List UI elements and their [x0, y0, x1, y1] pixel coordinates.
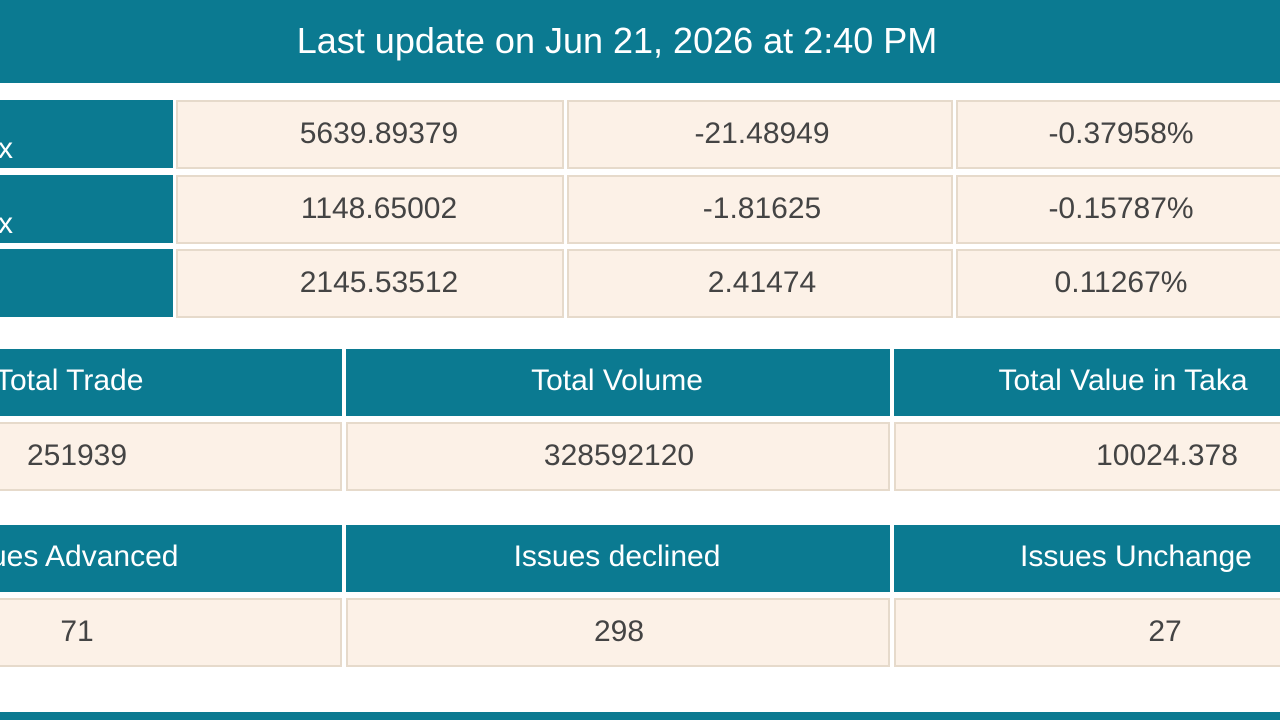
table-value-cell: 27 — [894, 598, 1280, 667]
index-cell: 1148.65002 — [176, 175, 564, 244]
table-value-cell: 298 — [346, 598, 890, 667]
header-title: Last update on Jun 21, 2026 at 2:40 PM — [296, 20, 938, 61]
index-cell: 2145.53512 — [176, 249, 564, 318]
table-header: Total Value in Taka — [998, 364, 1248, 397]
table-value: 71 — [60, 615, 94, 648]
index-value: 5639.89379 — [299, 117, 459, 150]
index-change: -1.81625 — [702, 192, 822, 225]
table-header: Issues Unchange — [1020, 540, 1252, 573]
table-value: 27 — [1148, 615, 1182, 648]
index-label-cell: x — [0, 100, 173, 168]
table-header-cell: ues Advanced — [0, 525, 342, 592]
table-value: 251939 — [26, 439, 128, 472]
table-header: Issues declined — [513, 540, 721, 573]
table-header: ues Advanced — [0, 540, 179, 573]
table-value-cell: 10024.378 — [894, 422, 1280, 491]
index-cell: -0.37958% — [956, 100, 1280, 169]
index-cell: 0.11267% — [956, 249, 1280, 318]
index-cell: -21.48949 — [567, 100, 953, 169]
table-value: 10024.378 — [1096, 439, 1238, 472]
index-cell: -1.81625 — [567, 175, 953, 244]
table-header-cell: Issues declined — [346, 525, 890, 592]
index-label-cell — [0, 249, 173, 317]
index-label: x — [0, 207, 13, 240]
index-value: 2145.53512 — [299, 266, 459, 299]
index-change: -21.48949 — [694, 117, 830, 150]
table-header: Total Trade — [0, 364, 144, 397]
index-label: x — [0, 132, 13, 165]
table-value: 298 — [593, 615, 645, 648]
table-header: Total Volume — [531, 364, 703, 397]
table-value: 328592120 — [543, 439, 695, 472]
index-cell: 5639.89379 — [176, 100, 564, 169]
index-percent: 0.11267% — [1054, 266, 1188, 299]
index-percent: -0.15787% — [1048, 192, 1194, 225]
footer-bar — [0, 712, 1280, 720]
header-bar: Last update on Jun 21, 2026 at 2:40 PM — [0, 0, 1280, 83]
index-label-cell: x — [0, 175, 173, 243]
index-cell: -0.15787% — [956, 175, 1280, 244]
table-value-cell: 251939 — [0, 422, 342, 491]
table-value-cell: 328592120 — [346, 422, 890, 491]
table-header-cell: Issues Unchange — [894, 525, 1280, 592]
index-cell: 2.41474 — [567, 249, 953, 318]
index-change: 2.41474 — [707, 266, 817, 299]
table-value-cell: 71 — [0, 598, 342, 667]
table-header-cell: Total Value in Taka — [894, 349, 1280, 416]
index-value: 1148.65002 — [300, 192, 458, 225]
index-percent: -0.37958% — [1048, 117, 1194, 150]
table-header-cell: Total Volume — [346, 349, 890, 416]
table-header-cell: Total Trade — [0, 349, 342, 416]
